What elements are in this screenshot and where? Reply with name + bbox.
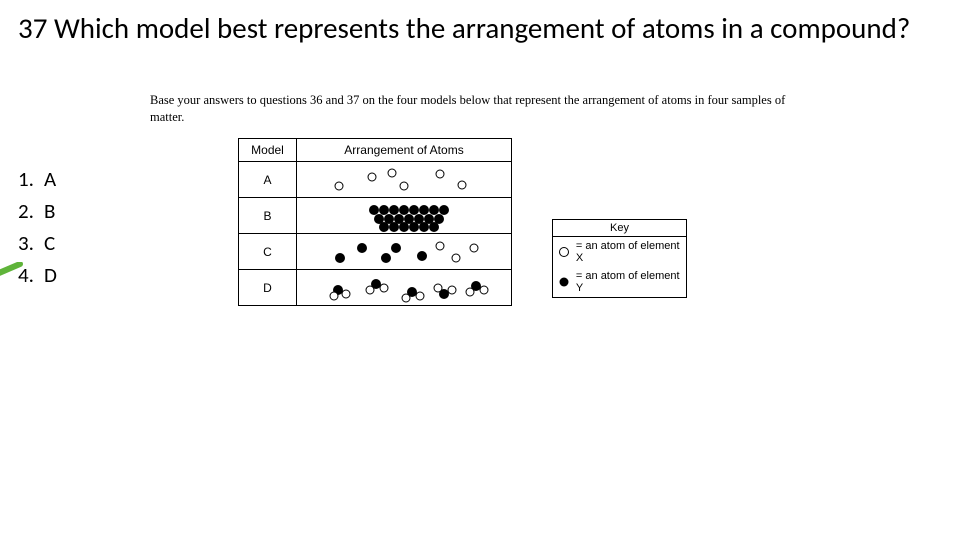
atom-x-icon bbox=[558, 246, 571, 258]
atom-y-icon bbox=[558, 276, 571, 288]
model-label: B bbox=[239, 198, 297, 234]
arrangement-d bbox=[297, 270, 512, 306]
choice-3[interactable]: 3. C bbox=[18, 230, 57, 256]
table-row: C bbox=[239, 234, 512, 270]
choice-number: 2. bbox=[18, 198, 44, 224]
choice-value: C bbox=[44, 230, 55, 256]
table-row: D bbox=[239, 270, 512, 306]
key-y-label: = an atom of element Y bbox=[576, 270, 681, 294]
table-row: A bbox=[239, 162, 512, 198]
table-row: B bbox=[239, 198, 512, 234]
choice-value: A bbox=[44, 166, 56, 192]
atoms-a-icon bbox=[304, 164, 504, 196]
models-table: Model Arrangement of Atoms A B bbox=[238, 138, 512, 306]
choice-number: 4. bbox=[18, 262, 44, 288]
answer-choices: 1. A 2. B 3. C 4. D bbox=[18, 166, 57, 294]
choice-value: D bbox=[44, 262, 57, 288]
model-label: D bbox=[239, 270, 297, 306]
arrangement-c bbox=[297, 234, 512, 270]
model-label: A bbox=[239, 162, 297, 198]
arrangement-b bbox=[297, 198, 512, 234]
instruction-text: Base your answers to questions 36 and 37… bbox=[150, 92, 790, 126]
key-legend: Key = an atom of element X = an atom of … bbox=[552, 219, 687, 298]
key-row-y: = an atom of element Y bbox=[553, 267, 686, 297]
key-title: Key bbox=[553, 220, 686, 237]
table-header-row: Model Arrangement of Atoms bbox=[239, 139, 512, 162]
header-model: Model bbox=[239, 139, 297, 162]
header-arrangement: Arrangement of Atoms bbox=[297, 139, 512, 162]
choice-value: B bbox=[44, 198, 55, 224]
choice-2[interactable]: 2. B bbox=[18, 198, 57, 224]
atoms-c-icon bbox=[304, 236, 504, 268]
choice-number: 3. bbox=[18, 230, 44, 256]
model-label: C bbox=[239, 234, 297, 270]
question-text: 37 Which model best represents the arran… bbox=[18, 10, 942, 46]
key-row-x: = an atom of element X bbox=[553, 237, 686, 267]
choice-4[interactable]: 4. D bbox=[18, 262, 57, 288]
atoms-b-icon bbox=[304, 200, 504, 232]
choice-1[interactable]: 1. A bbox=[18, 166, 57, 192]
choice-number: 1. bbox=[18, 166, 44, 192]
key-x-label: = an atom of element X bbox=[576, 240, 681, 264]
arrangement-a bbox=[297, 162, 512, 198]
atoms-d-icon bbox=[304, 272, 504, 304]
